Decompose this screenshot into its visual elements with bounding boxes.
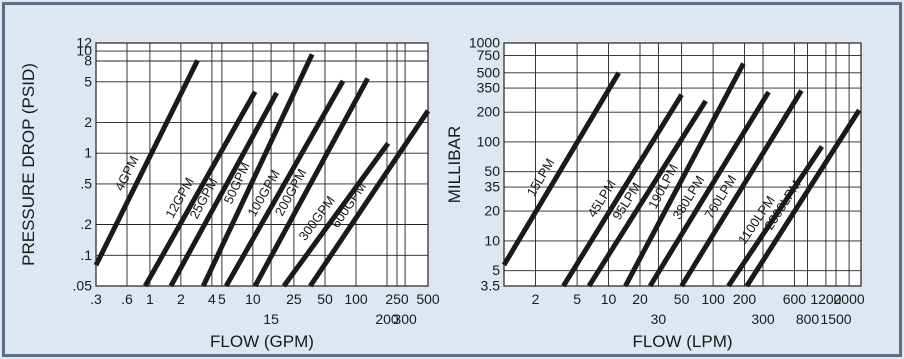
chart1-xtick-50: 50	[317, 291, 333, 307]
chart2-xtick-800: 800	[796, 311, 820, 327]
chart2-xtick-10: 10	[601, 291, 617, 307]
chart2-xtick-5: 5	[573, 291, 581, 307]
chart2-xtick-1500: 1500	[820, 311, 851, 327]
chart2-x-axis-label: FLOW (LPM)	[632, 332, 732, 351]
chart1-xtick-25: 25	[286, 291, 302, 307]
chart1-ytick-0-5: .5	[80, 175, 92, 191]
chart2-ytick-1000: 1000	[469, 35, 500, 51]
chart2-ytick-500: 500	[477, 64, 501, 80]
chart2-ytick-200: 200	[477, 104, 501, 120]
chart2-ytick-750: 750	[477, 47, 501, 63]
chart1-plot-frame	[95, 42, 429, 287]
chart2-xtick-20: 20	[632, 291, 648, 307]
chart2-ytick-5: 5	[492, 262, 500, 278]
chart2-xtick-2000: 2000	[834, 291, 865, 307]
chart2-xtick-50: 50	[674, 291, 690, 307]
chart1-xtick-4: 4	[208, 291, 216, 307]
chart1-ytick-0-1: .1	[80, 247, 92, 263]
chart2-ytick-35: 35	[484, 179, 500, 195]
chart2-ytick-10: 10	[484, 232, 500, 248]
chart2-ytick-20: 20	[484, 203, 500, 219]
chart2-series-760lpm	[679, 89, 804, 288]
chart2-series-380lpm	[647, 90, 771, 288]
chart1-ytick-2: 2	[84, 114, 92, 130]
chart1-series-100gpm	[224, 79, 346, 288]
chart2-xtick-30: 30	[651, 311, 667, 327]
chart2-series-2300lpm	[744, 108, 862, 288]
chart2-ytick-50: 50	[484, 163, 500, 179]
chart1-xtick-200: 200	[375, 311, 399, 327]
chart1-series-300gpm	[281, 141, 391, 288]
chart1-y-axis-label: PRESSURE DROP (PSID)	[19, 63, 38, 266]
chart2-series-95lpm	[586, 99, 708, 288]
chart1-xtick-5: 5	[218, 291, 226, 307]
chart1-series-200gpm	[252, 77, 370, 288]
chart2-xtick-1200: 1200	[810, 291, 841, 307]
chart2-xtick-600: 600	[783, 291, 807, 307]
chart1-series-600gpm	[308, 109, 431, 288]
chart2-y-axis-label: MILLIBAR	[445, 126, 464, 203]
chart1-ytick-0-05: .05	[73, 278, 93, 294]
chart2-xtick-100: 100	[701, 291, 725, 307]
chart1-xtick-100: 100	[344, 291, 368, 307]
chart2-ytick-350: 350	[477, 80, 501, 96]
chart1-series-12gpm	[143, 90, 258, 288]
chart1-xtick-1: 1	[146, 291, 154, 307]
chart1-xtick-15: 15	[263, 311, 279, 327]
chart1-ytick-12: 12	[76, 35, 92, 51]
chart1-ytick-8: 8	[84, 53, 92, 69]
chart1-ytick-1: 1	[84, 145, 92, 161]
chart1-xtick-0-6: .6	[121, 291, 133, 307]
chart1-series-25gpm	[168, 91, 279, 288]
chart2-xtick-200: 200	[733, 291, 757, 307]
chart1-series-4gpm	[93, 59, 200, 267]
chart2-series-45lpm	[561, 93, 684, 288]
chart2-series-190lpm	[623, 62, 746, 288]
chart1-ytick-5: 5	[84, 73, 92, 89]
chart1-xtick-500: 500	[416, 291, 440, 307]
chart1-series-50gpm	[201, 53, 315, 288]
chart1-xtick-250: 250	[385, 291, 409, 307]
chart2-series-1100lpm	[726, 145, 824, 288]
chart1-xtick-10: 10	[245, 291, 261, 307]
chart2-ytick-100: 100	[477, 133, 501, 149]
chart1-xtick-0-3: .3	[90, 291, 102, 307]
chart1-xtick-2: 2	[177, 291, 185, 307]
chart2-ytick-3-5: 3.5	[481, 278, 501, 294]
chart1-ytick-10: 10	[76, 43, 92, 59]
chart2-xtick-300: 300	[751, 311, 775, 327]
chart2-xtick-2: 2	[532, 291, 540, 307]
chart2-series-15lpm	[501, 71, 621, 267]
chart1-x-axis-label: FLOW (GPM)	[210, 332, 314, 351]
chart1-ytick-0-2: .2	[80, 216, 92, 232]
chart1-xtick-300: 300	[393, 311, 417, 327]
